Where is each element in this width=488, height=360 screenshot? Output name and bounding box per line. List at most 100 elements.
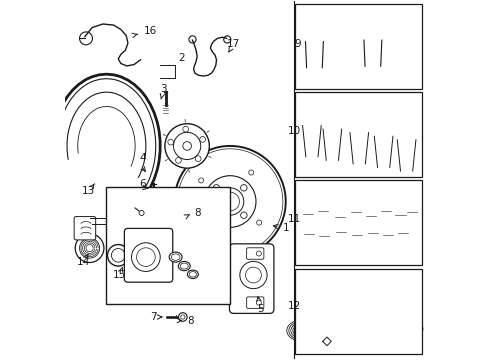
Circle shape <box>388 286 399 298</box>
Circle shape <box>309 289 316 297</box>
Ellipse shape <box>171 254 180 260</box>
Circle shape <box>183 126 188 132</box>
Ellipse shape <box>356 141 362 148</box>
Circle shape <box>335 154 339 159</box>
Circle shape <box>300 291 306 298</box>
Circle shape <box>180 315 184 319</box>
Bar <box>295 269 421 354</box>
Circle shape <box>315 288 328 301</box>
FancyBboxPatch shape <box>246 248 264 259</box>
Circle shape <box>173 132 201 159</box>
Circle shape <box>389 323 400 334</box>
Circle shape <box>336 288 344 297</box>
Ellipse shape <box>310 48 318 59</box>
Circle shape <box>390 288 397 296</box>
Circle shape <box>187 209 195 217</box>
FancyBboxPatch shape <box>316 231 330 243</box>
Circle shape <box>297 288 309 300</box>
Circle shape <box>245 267 261 283</box>
Circle shape <box>329 289 332 293</box>
FancyBboxPatch shape <box>365 227 379 239</box>
Circle shape <box>175 157 181 163</box>
Circle shape <box>328 288 333 294</box>
Bar <box>295 180 421 265</box>
Ellipse shape <box>329 138 335 145</box>
Circle shape <box>240 185 246 191</box>
Circle shape <box>256 300 261 305</box>
Circle shape <box>386 321 402 337</box>
Circle shape <box>131 243 160 271</box>
Bar <box>106 187 230 304</box>
Circle shape <box>312 35 316 40</box>
Circle shape <box>298 321 313 337</box>
Circle shape <box>353 320 375 341</box>
Circle shape <box>322 322 342 342</box>
Circle shape <box>256 251 261 256</box>
Ellipse shape <box>178 261 190 271</box>
FancyBboxPatch shape <box>380 230 394 242</box>
Circle shape <box>337 290 343 296</box>
FancyBboxPatch shape <box>124 228 172 282</box>
FancyBboxPatch shape <box>395 227 409 239</box>
Circle shape <box>80 238 100 258</box>
Circle shape <box>356 323 372 338</box>
Text: 3: 3 <box>160 84 167 99</box>
Circle shape <box>325 325 339 339</box>
Ellipse shape <box>380 145 386 152</box>
Circle shape <box>139 211 144 216</box>
FancyBboxPatch shape <box>392 210 407 221</box>
FancyBboxPatch shape <box>378 206 392 218</box>
Circle shape <box>372 323 386 338</box>
Bar <box>295 4 421 89</box>
Text: 2: 2 <box>178 53 184 63</box>
FancyBboxPatch shape <box>349 230 364 242</box>
Circle shape <box>397 320 417 341</box>
Circle shape <box>341 319 354 332</box>
Circle shape <box>107 244 129 266</box>
Circle shape <box>240 212 246 219</box>
Circle shape <box>379 290 386 297</box>
Circle shape <box>310 291 315 295</box>
Text: 12: 12 <box>287 301 301 311</box>
FancyBboxPatch shape <box>363 211 377 222</box>
Text: 9: 9 <box>294 39 301 49</box>
Circle shape <box>198 178 203 183</box>
Ellipse shape <box>403 148 408 156</box>
Text: 4: 4 <box>139 153 145 163</box>
Circle shape <box>295 318 316 339</box>
Bar <box>295 92 421 177</box>
Circle shape <box>256 220 261 225</box>
FancyBboxPatch shape <box>301 208 315 220</box>
Circle shape <box>311 324 327 340</box>
FancyBboxPatch shape <box>246 297 264 309</box>
Circle shape <box>348 290 355 297</box>
Text: 6: 6 <box>139 179 145 189</box>
Ellipse shape <box>169 252 182 262</box>
Ellipse shape <box>187 270 198 279</box>
Circle shape <box>411 291 417 296</box>
Text: 10: 10 <box>287 126 301 136</box>
Circle shape <box>400 323 414 338</box>
Circle shape <box>367 288 377 298</box>
Circle shape <box>412 292 416 295</box>
Ellipse shape <box>189 271 196 277</box>
FancyBboxPatch shape <box>348 207 362 219</box>
Circle shape <box>136 248 155 266</box>
Circle shape <box>401 289 409 297</box>
Circle shape <box>200 136 205 142</box>
Circle shape <box>313 327 325 338</box>
Circle shape <box>411 323 422 334</box>
Circle shape <box>167 139 173 145</box>
Circle shape <box>183 141 191 150</box>
Circle shape <box>381 291 385 296</box>
FancyBboxPatch shape <box>405 207 419 219</box>
FancyBboxPatch shape <box>316 206 330 218</box>
Circle shape <box>314 151 319 155</box>
Circle shape <box>362 158 366 162</box>
Circle shape <box>360 290 364 294</box>
FancyBboxPatch shape <box>301 228 316 240</box>
Ellipse shape <box>368 46 376 57</box>
Circle shape <box>359 288 366 296</box>
Text: 11: 11 <box>287 215 301 224</box>
FancyBboxPatch shape <box>333 226 347 238</box>
